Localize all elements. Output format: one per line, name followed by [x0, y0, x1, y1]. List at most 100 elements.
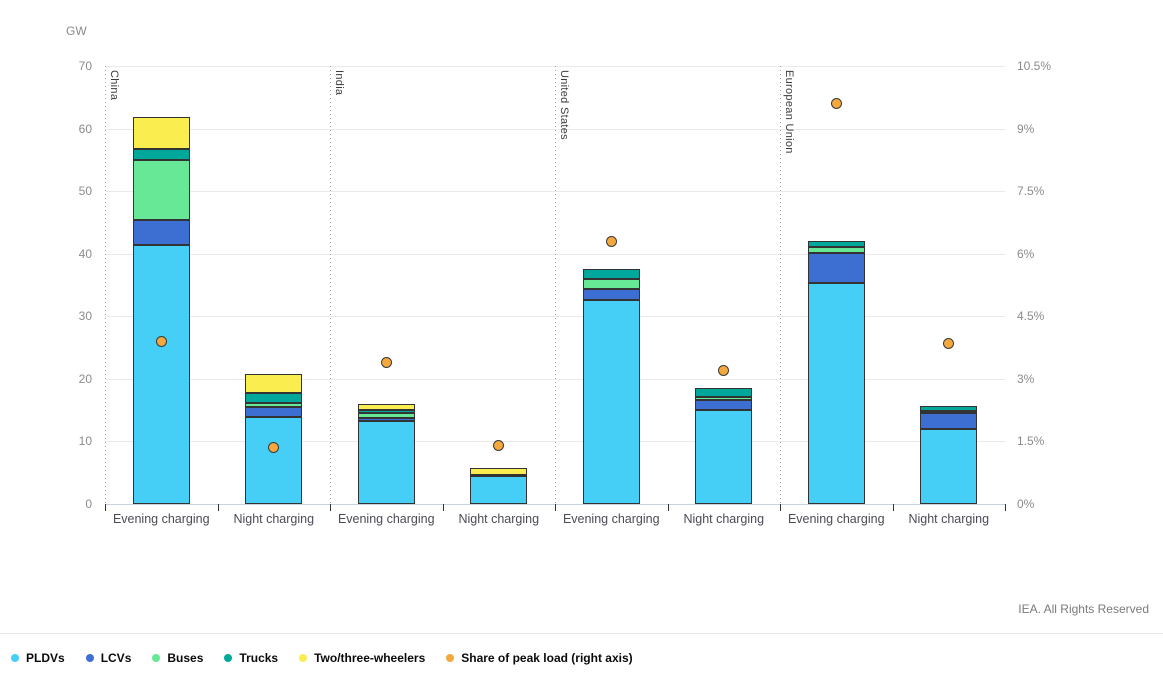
legend-item-share-of-peak-load-right-axis[interactable]: Share of peak load (right axis) [446, 651, 633, 665]
x-category-label: Night charging [683, 512, 765, 526]
bar-segment-lcvs[interactable] [695, 400, 753, 410]
right-axis-tick-label: 10.5% [1017, 59, 1052, 73]
copyright-text: IEA. All Rights Reserved [1018, 602, 1149, 616]
x-axis-tick [442, 504, 444, 511]
bar-segment-buses[interactable] [582, 279, 640, 290]
left-axis-tick-label: 50 [78, 184, 92, 199]
right-axis-tick-label: 3% [1017, 371, 1035, 386]
share-of-peak-dot[interactable] [155, 335, 167, 347]
x-axis-tick [217, 504, 219, 511]
bar-segment-trucks[interactable] [470, 475, 528, 478]
bar-segment-lcvs[interactable] [807, 253, 865, 284]
left-axis-tick-label: 30 [78, 309, 92, 324]
bar-segment-pldvs[interactable] [920, 428, 978, 504]
left-axis-tick-label: 10 [78, 434, 92, 449]
legend-label: Buses [167, 651, 204, 665]
bar-segment-lcvs[interactable] [357, 418, 415, 421]
x-axis-tick [667, 504, 669, 511]
right-axis-tick-label: 4.5% [1017, 309, 1045, 324]
share-of-peak-dot[interactable] [380, 356, 392, 368]
bar-segment-trucks[interactable] [807, 241, 865, 248]
region-divider-line [780, 66, 781, 504]
bar-segment-buses[interactable] [132, 159, 190, 220]
bar-segment-buses[interactable] [695, 397, 753, 401]
legend-item-two-three-wheelers[interactable]: Two/three-wheelers [299, 651, 425, 665]
legend-item-trucks[interactable]: Trucks [224, 651, 278, 665]
bar-segment-two-three-wheelers[interactable] [132, 116, 190, 150]
left-axis-tick-label: 40 [78, 246, 92, 261]
bar-segment-pldvs[interactable] [807, 283, 865, 504]
x-axis-tick [780, 504, 781, 511]
legend: PLDVs LCVs Buses Trucks Two/three-wheelers Sh… [11, 651, 633, 665]
bar-segment-two-three-wheelers[interactable] [357, 403, 415, 411]
left-axis-tick-label: 20 [78, 371, 92, 386]
bar-segment-trucks[interactable] [582, 269, 640, 280]
legend-color-dot [11, 654, 19, 662]
bar-segment-buses[interactable] [807, 247, 865, 254]
bar-segment-trucks[interactable] [920, 405, 978, 412]
region-label: European Union [783, 70, 795, 154]
legend-item-buses[interactable]: Buses [152, 651, 203, 665]
bar-segment-buses[interactable] [245, 402, 303, 407]
left-axis-tick-label: 70 [78, 59, 92, 73]
legend-color-dot [85, 654, 94, 662]
legend-item-lcvs[interactable]: LCVs [85, 651, 132, 665]
x-axis-tick [1005, 504, 1006, 511]
bar-segment-pldvs[interactable] [470, 475, 528, 504]
region-divider-line [105, 66, 106, 504]
bar-segment-pldvs[interactable] [132, 244, 190, 504]
share-of-peak-dot[interactable] [718, 365, 730, 376]
share-of-peak-dot[interactable] [493, 440, 505, 452]
legend-label: PLDVs [26, 651, 65, 665]
share-of-peak-dot[interactable] [943, 337, 955, 349]
x-category-label: Night charging [458, 512, 540, 526]
bar-segment-pldvs[interactable] [245, 417, 303, 504]
bar-segment-trucks[interactable] [695, 387, 753, 397]
bar-segment-two-three-wheelers[interactable] [245, 373, 303, 394]
bar-segment-pldvs[interactable] [582, 300, 640, 504]
bar-segment-lcvs[interactable] [132, 219, 190, 245]
legend-color-dot [224, 654, 233, 662]
region-label: China [108, 70, 120, 101]
legend-label: Two/three-wheelers [314, 651, 426, 665]
bar-segment-lcvs[interactable] [245, 407, 303, 417]
bar-segment-lcvs[interactable] [920, 413, 978, 429]
region-divider-line [330, 66, 331, 504]
legend-item-pldvs[interactable]: PLDVs [11, 651, 65, 665]
bar-segment-trucks[interactable] [245, 393, 303, 403]
legend-label: Trucks [239, 651, 279, 665]
legend-label: LCVs [100, 651, 132, 665]
bar-segment-lcvs[interactable] [582, 289, 640, 300]
bar-segment-trucks[interactable] [132, 149, 190, 160]
region-divider-line [555, 66, 556, 504]
right-axis-tick-label: 1.5% [1017, 434, 1045, 449]
x-category-label: Evening charging [337, 512, 435, 526]
bar-segment-two-three-wheelers[interactable] [470, 467, 528, 476]
share-of-peak-dot[interactable] [605, 235, 617, 247]
left-axis-unit-label: GW [66, 24, 87, 38]
bar-segment-buses[interactable] [357, 412, 415, 419]
x-axis-tick [330, 504, 331, 511]
share-of-peak-dot[interactable] [268, 442, 280, 454]
x-axis-tick [892, 504, 894, 511]
left-axis-tick-label: 0 [85, 497, 92, 511]
legend-label: Share of peak load (right axis) [461, 651, 633, 665]
bar-segment-pldvs[interactable] [695, 409, 753, 504]
x-axis-tick [555, 504, 556, 511]
bar-segment-buses[interactable] [920, 411, 978, 414]
region-label: India [333, 70, 345, 96]
right-axis-tick-label: 0% [1017, 497, 1035, 511]
legend-color-dot [299, 654, 308, 662]
share-of-peak-dot[interactable] [830, 98, 842, 110]
bar-segment-pldvs[interactable] [357, 420, 415, 504]
x-category-label: Evening charging [787, 512, 885, 526]
x-category-label: Night charging [233, 512, 315, 526]
x-category-label: Evening charging [562, 512, 660, 526]
right-axis-tick-label: 7.5% [1017, 184, 1045, 199]
x-category-label: Night charging [908, 512, 990, 526]
bar-segment-trucks[interactable] [357, 410, 415, 413]
legend-color-dot [446, 654, 455, 662]
x-axis-tick [105, 504, 106, 511]
right-axis-tick-label: 9% [1017, 121, 1035, 136]
